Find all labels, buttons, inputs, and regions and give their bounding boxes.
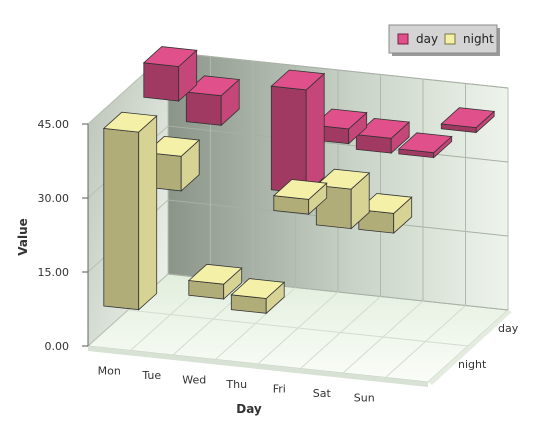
x-tick-label: Thu xyxy=(225,378,247,391)
gridline-floor-depth xyxy=(127,309,469,347)
bar-day-3-side xyxy=(305,72,325,195)
bar-day-3 xyxy=(270,69,326,195)
bar-night-3-top xyxy=(230,278,286,299)
bar-day-3-front xyxy=(270,85,307,194)
x-tick-label: Mon xyxy=(98,364,121,377)
bar-night-1-top xyxy=(145,135,201,157)
bar-night-6-top xyxy=(357,193,413,214)
x-tick-label: Wed xyxy=(182,373,206,386)
x-tick-label: Fri xyxy=(273,382,286,395)
bar-night-2 xyxy=(187,263,243,300)
bars xyxy=(102,46,496,315)
bar-day-4-top xyxy=(312,108,368,130)
bar-day-1-top xyxy=(185,75,241,97)
bar-day-0 xyxy=(142,46,198,102)
plot-floor-edge xyxy=(88,346,428,387)
bar-night-4-top xyxy=(272,179,328,200)
axes: 0.00 15.00 30.00 45.00 Mon Tue Wed Thu Fri Sat Sun… xyxy=(38,118,519,404)
depth-tick-label: night xyxy=(458,358,487,371)
bar-night-0 xyxy=(102,111,158,311)
bar-day-3-top xyxy=(270,69,326,91)
bar-day-5 xyxy=(355,117,411,154)
bar-day-7 xyxy=(440,107,496,134)
bar-night-5-top xyxy=(315,168,371,190)
bar-day-1-front xyxy=(185,91,222,126)
x-axis-title: Day xyxy=(236,402,262,416)
x-tick-label: Sat xyxy=(313,387,332,400)
bar-day-0-front xyxy=(143,62,180,102)
bar-day-1 xyxy=(185,75,241,127)
y-tick-label: 30.00 xyxy=(38,192,70,205)
legend-label-night: night xyxy=(463,32,494,46)
bar-day-6-top xyxy=(397,132,453,154)
plot-right-edge xyxy=(428,310,512,385)
y-axis-title: Value xyxy=(16,218,30,256)
y-tick-label: 0.00 xyxy=(45,340,70,353)
bar-day-7-top xyxy=(440,107,496,129)
bar-night-0-front xyxy=(103,127,140,311)
y-tick-label: 45.00 xyxy=(38,118,70,131)
depth-tick-label: day xyxy=(498,322,519,335)
legend-label-day: day xyxy=(416,32,438,46)
legend-swatch-day xyxy=(397,33,409,45)
bar-night-0-side xyxy=(138,115,158,311)
bar-night-6 xyxy=(357,193,413,234)
bar-night-0-top xyxy=(102,111,158,133)
y-tick-label: 15.00 xyxy=(38,266,70,279)
bar-night-3 xyxy=(230,278,286,315)
bar-day-4 xyxy=(312,108,368,145)
bar-day-0-top xyxy=(142,46,198,67)
bar-night-2-top xyxy=(187,263,243,285)
bar-day-6 xyxy=(397,132,453,159)
legend-swatch-night xyxy=(444,33,456,45)
bar-night-4 xyxy=(272,179,328,216)
legend: day night xyxy=(388,24,500,56)
x-tick-label: Tue xyxy=(141,369,161,382)
x-tick-label: Sun xyxy=(354,391,375,404)
bar-day-5-top xyxy=(355,117,411,139)
